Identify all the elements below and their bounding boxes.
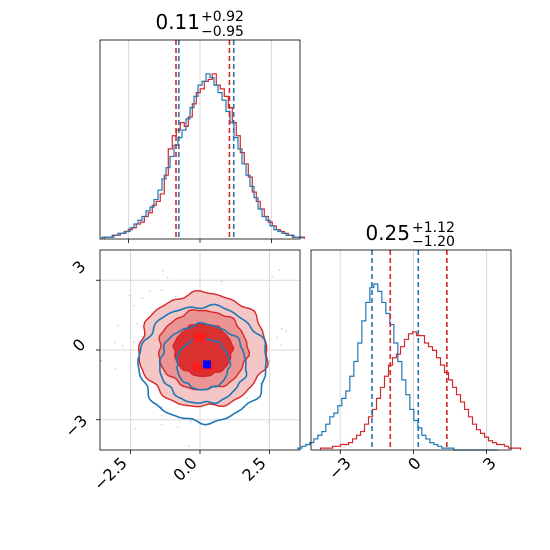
quantile-lines	[371, 250, 448, 450]
sample-point	[114, 368, 117, 370]
sample-point	[128, 294, 131, 297]
sample-point	[271, 276, 274, 278]
title-x-plus: +0.92	[201, 9, 244, 25]
sample-point	[134, 427, 136, 430]
xtick-label-1: −3	[325, 453, 355, 483]
tick-marks	[96, 279, 270, 454]
xtick-label-3: 2.5	[238, 453, 269, 484]
contour-blue-level-1	[175, 337, 232, 391]
sample-point	[162, 270, 164, 272]
red-marker	[197, 333, 206, 342]
ytick-label-3: −3	[61, 411, 91, 441]
contour-blue-level-2	[158, 321, 248, 405]
sample-point	[149, 290, 151, 292]
quantile-lines	[175, 40, 235, 239]
sample-point	[114, 341, 116, 344]
sample-point	[161, 414, 163, 417]
sample-point	[161, 406, 163, 408]
red-marker	[193, 333, 202, 342]
sample-point	[246, 396, 248, 399]
sample-point	[176, 426, 179, 429]
sample-point	[268, 359, 271, 362]
sample-point	[160, 289, 163, 292]
histogram-series	[103, 73, 305, 239]
title-x: 0.11	[155, 10, 200, 34]
histograms	[297, 283, 522, 451]
histograms	[101, 73, 305, 239]
contour-blue-level-3	[137, 303, 268, 426]
xtick-label-2: 0.0	[169, 453, 200, 484]
histogram-series	[319, 331, 522, 450]
title-x-minus: −0.95	[201, 24, 244, 40]
panel-y-histogram: −3 0 3 0.25 +1.12 −1.20	[297, 220, 522, 484]
contours	[137, 289, 269, 426]
ytick-label-1: 3	[69, 257, 90, 278]
sample-point	[136, 322, 139, 325]
sample-point	[133, 304, 135, 307]
blue-marker	[202, 360, 211, 369]
xtick-label-1: −2.5	[90, 453, 131, 494]
title-y: 0.25	[365, 221, 410, 245]
sample-point	[188, 445, 190, 447]
sample-point	[285, 330, 288, 333]
red-marker	[193, 362, 202, 371]
title-y-plus: +1.12	[412, 220, 455, 236]
title-y-minus: −1.20	[412, 234, 455, 250]
sample-point	[281, 328, 283, 330]
sample-point	[141, 297, 144, 299]
highlight-points	[193, 333, 214, 371]
xtick-label-2: 0	[404, 453, 425, 474]
sample-point	[220, 280, 223, 283]
sample-point	[174, 296, 177, 298]
sample-point	[249, 406, 251, 409]
histogram-series	[101, 73, 303, 239]
sample-point	[190, 420, 192, 423]
tick-marks	[339, 450, 488, 454]
tick-marks	[128, 239, 272, 243]
sample-point	[121, 345, 124, 347]
histogram-series	[297, 283, 498, 451]
sample-point	[280, 344, 282, 346]
ytick-label-2: 0	[69, 335, 90, 356]
sample-point	[278, 269, 281, 271]
axes-frame	[310, 249, 512, 451]
xtick-label-3: 3	[479, 453, 500, 474]
sample-point	[117, 324, 119, 327]
panel-2d-contour: −2.5 0.0 2.5 3 0 −3	[61, 249, 301, 494]
sample-point	[100, 359, 102, 362]
panel-x-histogram: 0.11 +0.92 −0.95	[99, 9, 305, 243]
sample-point	[132, 340, 135, 343]
sample-point	[276, 336, 278, 339]
contour-red-level-1	[172, 323, 235, 378]
sample-point	[160, 423, 163, 426]
sample-point	[166, 276, 169, 279]
grid	[128, 40, 272, 239]
sample-point	[267, 421, 270, 424]
